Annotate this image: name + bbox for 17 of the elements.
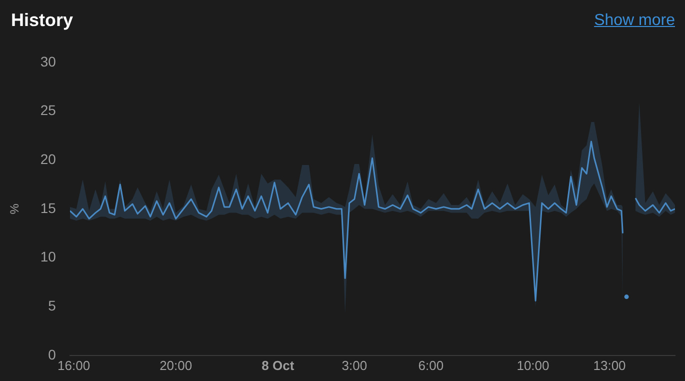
x-tick-label: 8 Oct: [262, 358, 295, 373]
x-tick-label: 13:00: [593, 358, 626, 373]
x-tick-label: 10:00: [516, 358, 550, 373]
x-tick-label: 6:00: [418, 358, 444, 373]
y-tick-label: 30: [40, 53, 56, 70]
chart-title: History: [11, 10, 74, 31]
y-axis-title: %: [8, 203, 22, 214]
y-tick-label: 20: [40, 150, 56, 167]
y-tick-label: 0: [48, 346, 56, 362]
x-tick-label: 3:00: [342, 358, 368, 373]
x-tick-label: 16:00: [58, 358, 90, 373]
text: Show more: [594, 12, 675, 30]
y-tick-label: 25: [40, 102, 56, 118]
y-tick-label: 10: [40, 248, 56, 265]
x-tick-label: 20:00: [160, 358, 192, 373]
y-tick-label: 5: [48, 297, 56, 314]
y-tick-label: 15: [40, 200, 56, 216]
